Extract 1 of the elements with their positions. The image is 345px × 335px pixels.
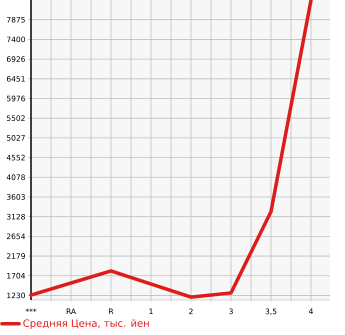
legend-label: Средняя Цена, тыс. йен xyxy=(23,319,149,329)
